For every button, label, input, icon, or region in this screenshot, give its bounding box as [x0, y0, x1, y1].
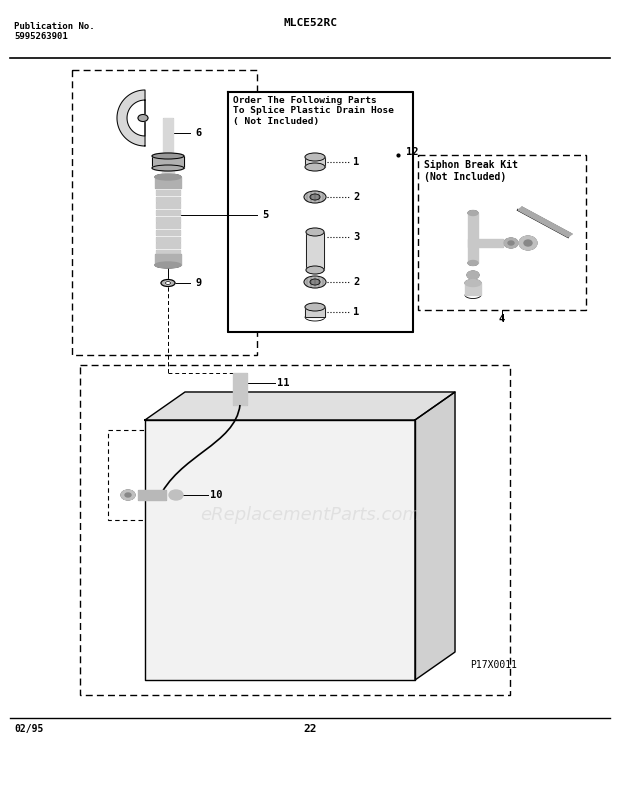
Ellipse shape	[504, 238, 518, 248]
Text: 10: 10	[210, 490, 223, 500]
Text: Order The Following Parts
To Splice Plastic Drain Hose
( Not Included): Order The Following Parts To Splice Plas…	[233, 96, 394, 126]
Polygon shape	[156, 243, 180, 248]
Polygon shape	[155, 254, 181, 265]
Polygon shape	[156, 237, 180, 242]
Polygon shape	[228, 92, 413, 150]
Polygon shape	[155, 177, 181, 188]
Ellipse shape	[508, 241, 514, 245]
Text: 3: 3	[353, 232, 359, 242]
Polygon shape	[306, 232, 324, 270]
Bar	[80, 365, 510, 695]
Polygon shape	[468, 239, 503, 247]
Bar	[72, 70, 257, 355]
Polygon shape	[415, 392, 455, 680]
Polygon shape	[145, 420, 415, 680]
Text: 12: 12	[406, 147, 419, 157]
Polygon shape	[156, 224, 180, 228]
Text: 1: 1	[353, 157, 359, 167]
Polygon shape	[156, 210, 180, 215]
Text: 11: 11	[277, 378, 290, 388]
Polygon shape	[156, 216, 180, 222]
Ellipse shape	[524, 240, 532, 246]
Ellipse shape	[468, 210, 478, 216]
Polygon shape	[163, 118, 173, 156]
Polygon shape	[152, 156, 184, 168]
Polygon shape	[162, 168, 174, 180]
Ellipse shape	[304, 276, 326, 288]
Ellipse shape	[121, 490, 135, 500]
Polygon shape	[305, 157, 325, 167]
Ellipse shape	[152, 165, 184, 171]
Ellipse shape	[305, 303, 325, 311]
Ellipse shape	[304, 191, 326, 203]
Ellipse shape	[155, 174, 181, 180]
Text: 1: 1	[353, 307, 359, 317]
Polygon shape	[465, 283, 481, 295]
Polygon shape	[233, 373, 247, 405]
Text: P17X0011: P17X0011	[470, 660, 517, 670]
Ellipse shape	[519, 236, 537, 250]
Text: 2: 2	[353, 277, 359, 287]
Text: 6: 6	[195, 128, 202, 138]
Ellipse shape	[465, 280, 481, 287]
Ellipse shape	[138, 115, 148, 122]
Ellipse shape	[310, 194, 320, 200]
Ellipse shape	[467, 271, 479, 279]
Ellipse shape	[152, 153, 184, 159]
Text: 02/95: 02/95	[14, 724, 43, 734]
Text: Siphon Break Kit
(Not Included): Siphon Break Kit (Not Included)	[424, 160, 518, 182]
Polygon shape	[518, 207, 572, 237]
Polygon shape	[468, 213, 478, 263]
Polygon shape	[156, 250, 180, 255]
Text: 22: 22	[303, 724, 317, 734]
Bar	[228, 92, 413, 332]
Bar	[418, 155, 586, 310]
Ellipse shape	[310, 279, 320, 285]
Ellipse shape	[305, 153, 325, 161]
Text: Publication No.
5995263901: Publication No. 5995263901	[14, 22, 95, 41]
Ellipse shape	[161, 280, 175, 287]
Ellipse shape	[166, 281, 171, 284]
Ellipse shape	[306, 228, 324, 236]
Ellipse shape	[306, 266, 324, 274]
Ellipse shape	[155, 262, 181, 268]
Polygon shape	[156, 190, 180, 195]
Polygon shape	[145, 392, 455, 420]
Polygon shape	[138, 490, 166, 500]
Polygon shape	[156, 230, 180, 235]
Ellipse shape	[305, 163, 325, 171]
Text: 2: 2	[353, 192, 359, 202]
Ellipse shape	[169, 490, 183, 500]
Ellipse shape	[125, 493, 131, 497]
Polygon shape	[305, 307, 325, 317]
Text: 4: 4	[499, 314, 505, 324]
Text: 9: 9	[195, 278, 202, 288]
Polygon shape	[156, 203, 180, 209]
Ellipse shape	[468, 261, 478, 265]
Polygon shape	[156, 197, 180, 201]
Text: 5: 5	[262, 210, 268, 220]
Polygon shape	[117, 90, 145, 146]
Text: MLCE52RC: MLCE52RC	[283, 18, 337, 28]
Text: eReplacementParts.com: eReplacementParts.com	[200, 506, 420, 524]
Bar	[108, 430, 193, 520]
